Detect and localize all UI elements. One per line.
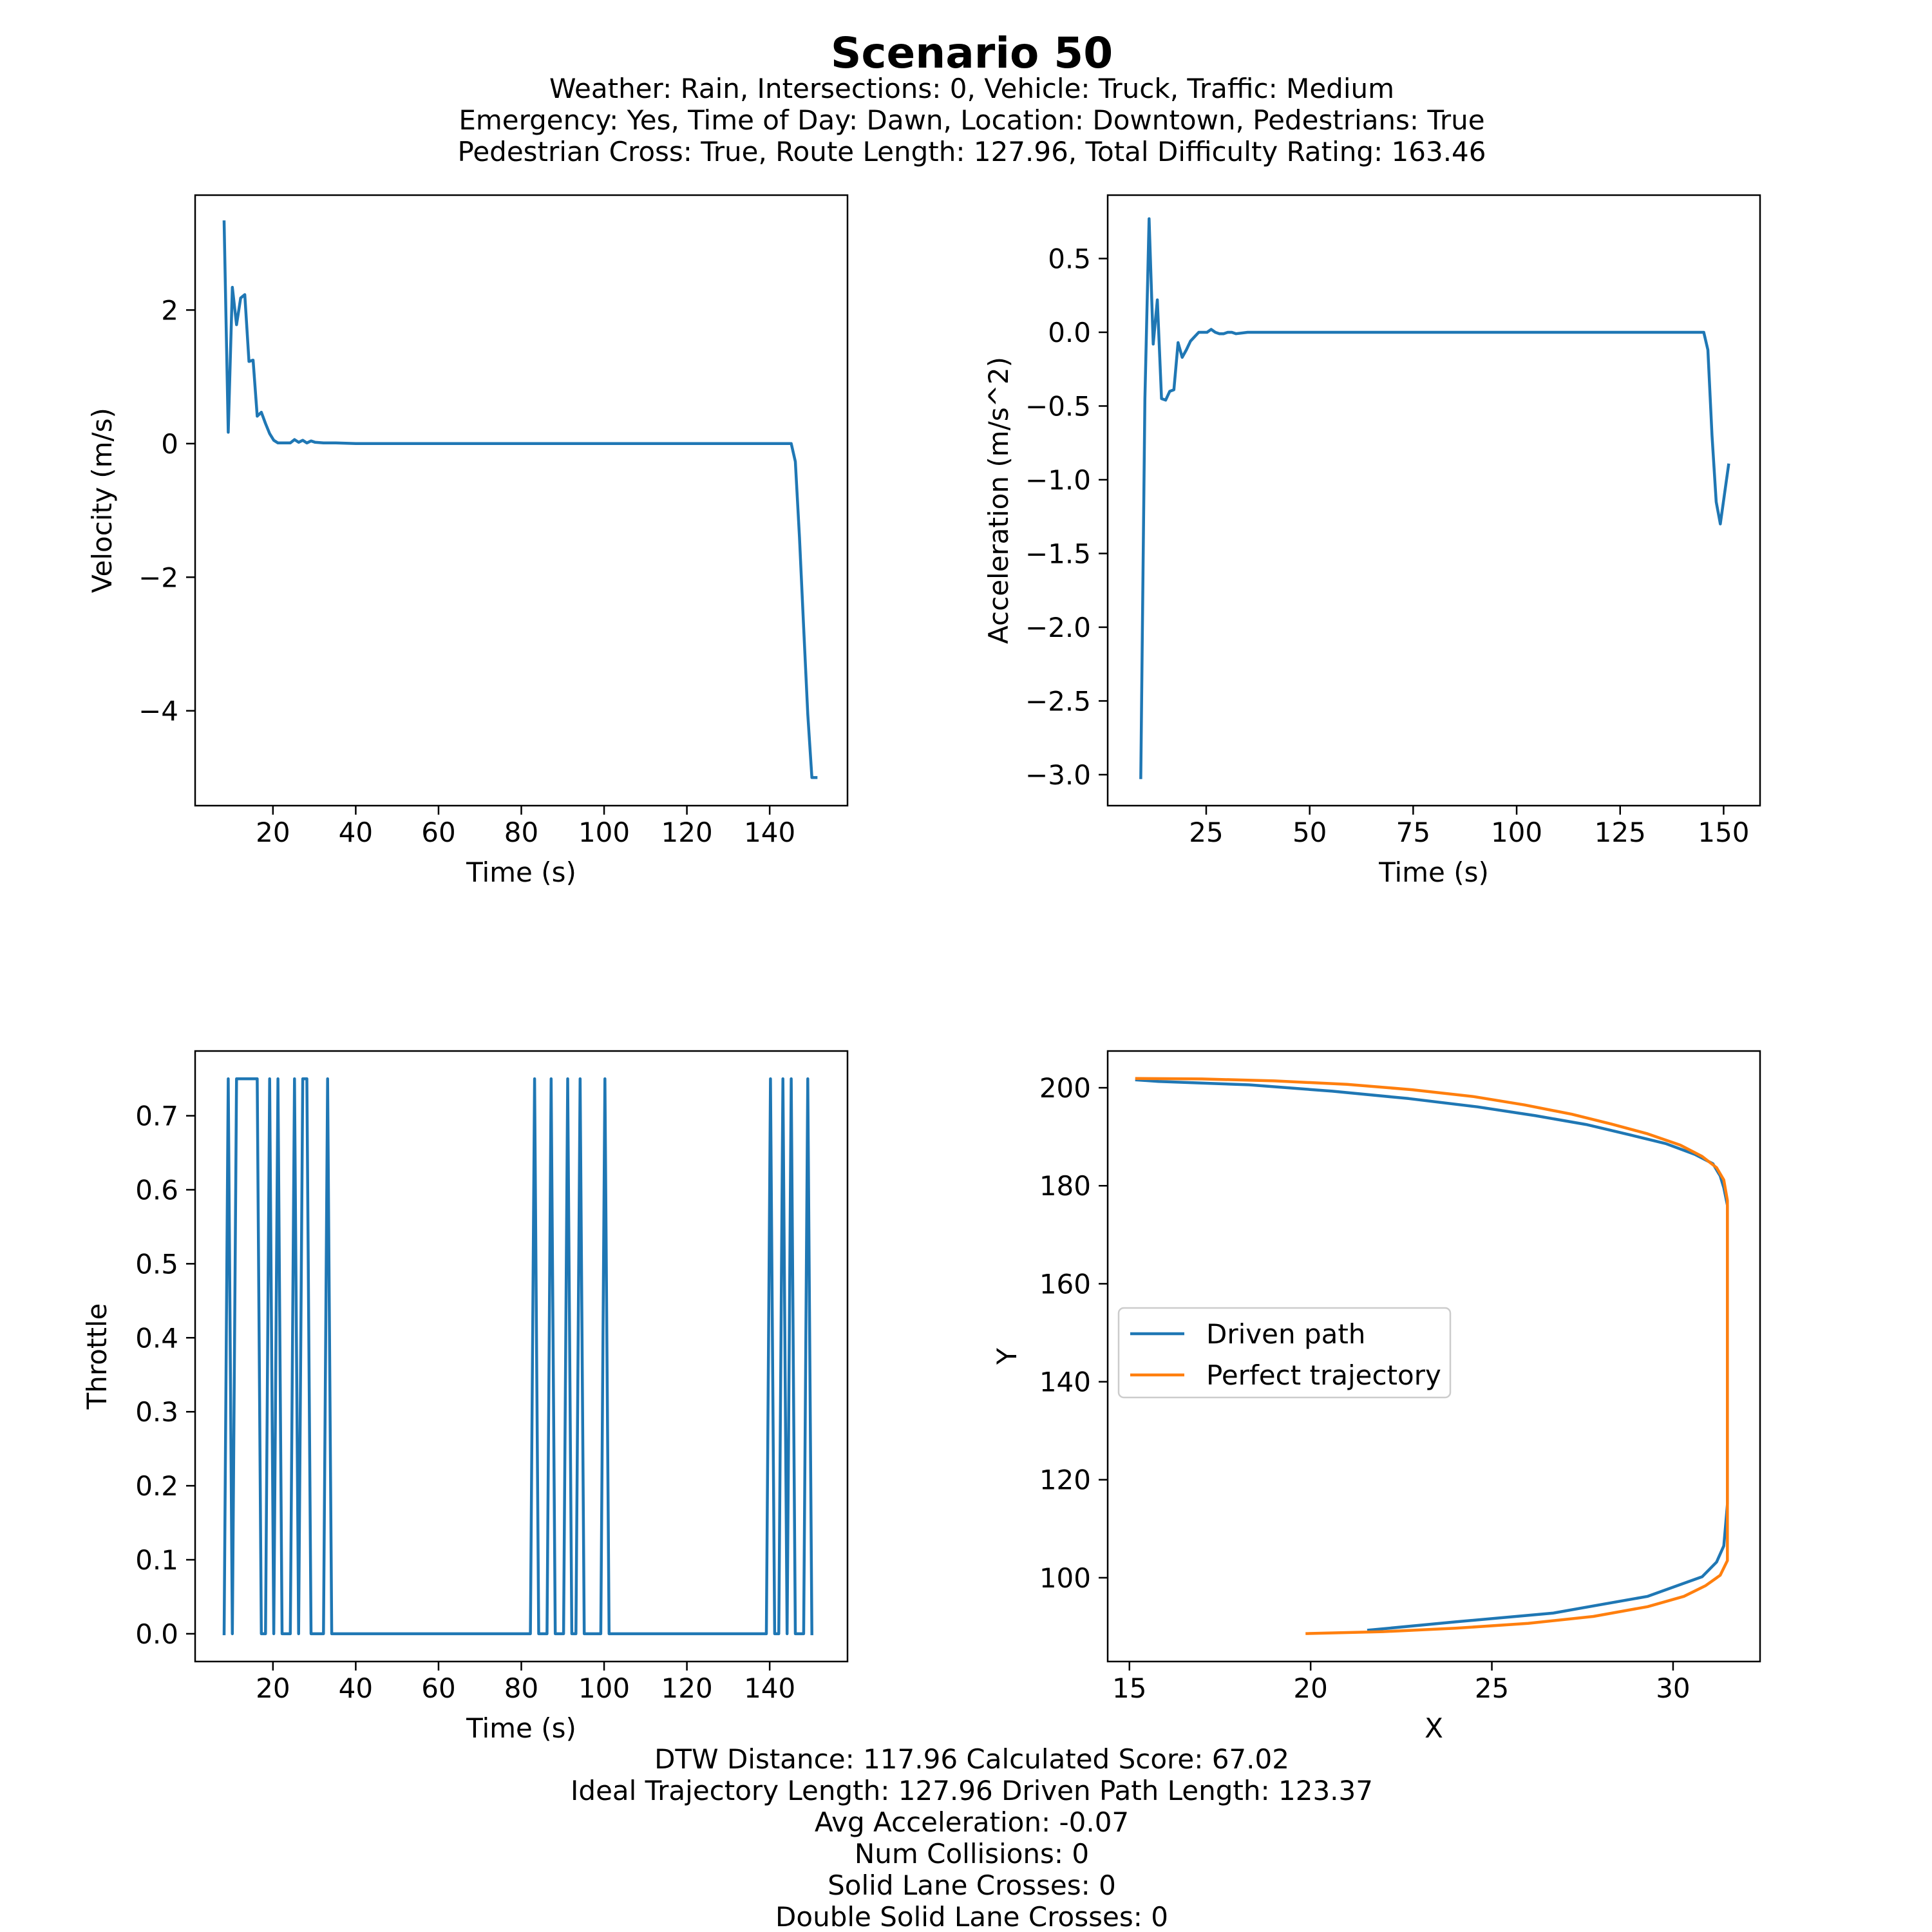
x-axis-label: Time (s) — [466, 857, 576, 888]
y-axis-label: Throttle — [81, 1303, 113, 1410]
legend-frame — [1117, 1307, 1452, 1399]
x-tick-label: 50 — [1293, 817, 1327, 848]
y-tick-label: 100 — [1039, 1562, 1091, 1594]
x-tick-label: 60 — [421, 817, 455, 848]
footer-line: Solid Lane Crosses: 0 — [828, 1870, 1116, 1901]
legend: Driven path Perfect trajectory — [1117, 1307, 1452, 1399]
y-tick-label: 180 — [1039, 1170, 1091, 1202]
legend-label: Driven path — [1206, 1318, 1365, 1350]
y-tick-label: 0.7 — [135, 1101, 178, 1132]
footer-line: Num Collisions: 0 — [855, 1838, 1089, 1870]
subtitle-line: Emergency: Yes, Time of Day: Dawn, Locat… — [459, 104, 1484, 136]
y-axis-label: Acceleration (m/s^2) — [983, 357, 1014, 644]
y-tick-label: 2 — [161, 294, 178, 326]
y-tick-label: 0.3 — [135, 1396, 178, 1428]
x-tick-label: 40 — [339, 1672, 373, 1704]
y-tick-label: 0.0 — [135, 1618, 178, 1650]
y-tick-label: −1.5 — [1025, 538, 1091, 569]
axes-frame — [1106, 194, 1761, 807]
x-tick-label: 100 — [578, 1672, 630, 1704]
x-tick-label: 140 — [744, 817, 795, 848]
x-axis-label: Time (s) — [466, 1712, 576, 1744]
footer-line: Ideal Trajectory Length: 127.96 Driven P… — [571, 1775, 1373, 1806]
y-axis-label: Velocity (m/s) — [86, 408, 118, 593]
y-tick-label: 120 — [1039, 1464, 1091, 1496]
x-tick-label: 75 — [1396, 817, 1430, 848]
subtitle-line: Pedestrian Cross: True, Route Length: 12… — [458, 136, 1486, 167]
x-tick-label: 125 — [1595, 817, 1646, 848]
x-tick-label: 120 — [661, 817, 713, 848]
series-line-throttle-0 — [222, 1077, 813, 1636]
x-axis-label: X — [1425, 1712, 1443, 1744]
x-tick-label: 80 — [504, 817, 538, 848]
y-tick-label: −3.0 — [1025, 759, 1091, 791]
axes-frame — [1106, 1050, 1761, 1663]
y-tick-label: 200 — [1039, 1072, 1091, 1104]
y-tick-label: −1.0 — [1025, 464, 1091, 496]
x-tick-label: 30 — [1656, 1672, 1690, 1704]
x-tick-label: 80 — [504, 1672, 538, 1704]
y-tick-label: −4 — [138, 696, 178, 727]
y-tick-label: 0 — [161, 428, 178, 460]
x-tick-label: 25 — [1189, 817, 1223, 848]
y-tick-label: 140 — [1039, 1367, 1091, 1398]
x-tick-label: 150 — [1698, 817, 1749, 848]
y-tick-label: −2 — [138, 562, 178, 593]
x-tick-label: 15 — [1112, 1672, 1146, 1704]
x-tick-label: 20 — [1293, 1672, 1327, 1704]
x-tick-label: 140 — [744, 1672, 795, 1704]
y-tick-label: 0.2 — [135, 1470, 178, 1502]
y-tick-label: 0.5 — [1048, 243, 1091, 274]
x-tick-label: 25 — [1475, 1672, 1509, 1704]
throttle-plot: 20 40 60 80 100 120 140 0.7 0.6 0.5 0.4 0.3 0.2 0.1 0.… — [81, 1050, 849, 1744]
x-tick-label: 60 — [421, 1672, 455, 1704]
x-tick-label: 120 — [661, 1672, 713, 1704]
x-tick-label: 20 — [256, 817, 290, 848]
legend-label: Perfect trajectory — [1206, 1359, 1441, 1391]
trajectory-plot: 15 20 25 30 200 180 160 140 120 100 X Y Driven path P… — [991, 1050, 1761, 1744]
x-tick-label: 40 — [339, 817, 373, 848]
x-tick-label: 20 — [256, 1672, 290, 1704]
x-tick-label: 100 — [578, 817, 630, 848]
y-tick-label: 0.6 — [135, 1174, 178, 1206]
series-line-acceleration-0 — [1139, 217, 1730, 779]
y-tick-label: 160 — [1039, 1268, 1091, 1300]
series-line-perfect-trajectory — [1135, 1077, 1729, 1635]
x-tick-label: 100 — [1491, 817, 1542, 848]
y-tick-label: 0.4 — [135, 1322, 178, 1354]
y-tick-label: 0.5 — [135, 1248, 178, 1280]
y-tick-label: 0.0 — [1048, 317, 1091, 348]
footer-line: Double Solid Lane Crosses: 0 — [775, 1901, 1168, 1932]
footer-line: DTW Distance: 117.96 Calculated Score: 6… — [654, 1743, 1289, 1775]
figure-title: Scenario 50 — [831, 28, 1113, 78]
y-tick-label: 0.1 — [135, 1544, 178, 1576]
y-tick-label: −2.0 — [1025, 612, 1091, 643]
acceleration-plot: 25 50 75 100 125 150 0.5 0.0 −0.5 −1.0 −1.5 −2.0 −2.… — [983, 194, 1761, 888]
series-line-velocity-0 — [222, 220, 818, 779]
y-tick-label: −2.5 — [1025, 685, 1091, 717]
footer-line: Avg Acceleration: -0.07 — [815, 1806, 1129, 1838]
x-axis-label: Time (s) — [1378, 857, 1489, 888]
y-axis-label: Y — [991, 1348, 1023, 1365]
subtitle-line: Weather: Rain, Intersections: 0, Vehicle… — [549, 73, 1394, 104]
y-tick-label: −0.5 — [1025, 390, 1091, 422]
